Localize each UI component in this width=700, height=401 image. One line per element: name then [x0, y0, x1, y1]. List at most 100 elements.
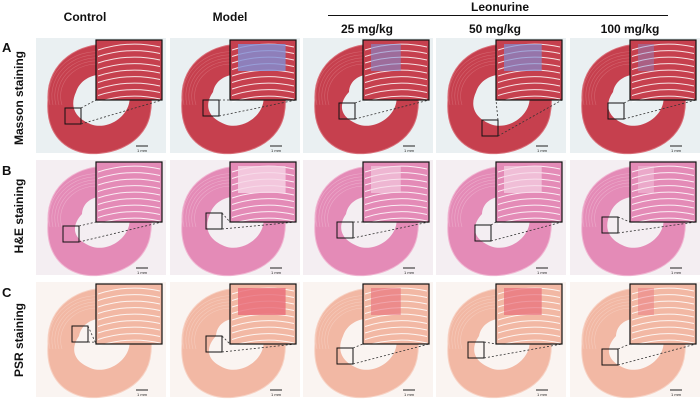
region-of-interest-box: [205, 212, 223, 230]
inset-fibre: [97, 89, 161, 96]
zoom-connector: [352, 343, 430, 365]
inset-fibre: [97, 178, 161, 186]
zoom-connector: [78, 221, 97, 227]
inset-fibre: [631, 313, 695, 321]
inset-fibre: [97, 63, 161, 70]
zoom-connector: [221, 335, 231, 345]
inset-fibrosis: [638, 288, 654, 315]
inset-fibre: [497, 211, 561, 218]
scale-bar-label: 1 mm: [137, 270, 148, 275]
inset-fibre: [97, 333, 161, 340]
scale-bar-label: 1 mm: [271, 392, 282, 397]
inset-fibre: [97, 211, 161, 218]
inset-fibre: [631, 69, 695, 77]
inset-fibre: [631, 320, 695, 327]
inset-fibre: [97, 165, 161, 173]
region-of-interest-box: [62, 225, 80, 243]
zoom-inset-frame: [229, 39, 297, 101]
zoom-inset-frame: [495, 283, 563, 345]
inset-fibre: [97, 56, 161, 64]
zoom-connector: [354, 99, 430, 120]
inset-fibre: [231, 89, 295, 96]
zoom-connector: [617, 343, 697, 366]
zoom-connector: [495, 99, 499, 121]
inset-fibre: [497, 198, 561, 205]
panel-letter-c: C: [2, 285, 12, 300]
inset-fibrosis: [238, 288, 286, 315]
histology-tile-he-model: 1 mm: [170, 160, 300, 277]
histology-tile-he-control: 1 mm: [36, 160, 166, 277]
region-of-interest-box: [336, 347, 354, 365]
inset-fibre: [631, 50, 695, 57]
zoom-inset-frame: [495, 161, 563, 223]
histology-tile-he-dose_50: 1 mm: [436, 160, 566, 277]
histology-tile-masson-dose_25: 1 mm: [303, 38, 433, 155]
row-label-he: H&E staining: [12, 178, 26, 254]
inset-fibrosis: [371, 44, 401, 71]
inset-fibre: [497, 333, 561, 340]
inset-fibre: [631, 294, 695, 301]
region-of-interest-box: [601, 216, 619, 234]
inset-fibre: [97, 43, 161, 51]
scale-bar-label: 1 mm: [537, 270, 548, 275]
inset-fibre: [497, 89, 561, 96]
inset-fibre: [231, 320, 295, 327]
column-label-model: Model: [212, 10, 248, 24]
inset-fibre: [631, 333, 695, 340]
inset-fibrosis: [638, 44, 654, 71]
inset-fibre: [231, 204, 295, 212]
inset-fibre: [97, 185, 161, 192]
inset-fibre: [97, 326, 161, 334]
inset-fibre: [97, 300, 161, 308]
inset-fibre: [631, 43, 695, 51]
inset-fibre: [497, 82, 561, 90]
column-label-25mg: 25 mg/kg: [340, 22, 394, 36]
inset-fibre: [97, 320, 161, 327]
inset-fibre: [97, 313, 161, 321]
zoom-connector: [352, 343, 364, 349]
inset-fibre: [631, 178, 695, 186]
inset-fibre: [631, 172, 695, 179]
panel-letter-b: B: [2, 163, 12, 178]
region-of-interest-box: [336, 221, 354, 239]
inset-fibre: [631, 82, 695, 90]
zoom-connector: [354, 99, 364, 104]
zoom-inset-frame: [229, 161, 297, 223]
zoom-connector: [87, 325, 97, 345]
inset-fibre: [631, 56, 695, 64]
inset-fibre: [97, 50, 161, 57]
group-label-leonurine: Leonurine: [470, 0, 530, 14]
inset-fibre: [631, 326, 695, 334]
inset-fibre: [231, 326, 295, 334]
region-of-interest-box: [481, 119, 499, 137]
zoom-connector: [221, 221, 297, 230]
inset-fibre: [631, 63, 695, 70]
zoom-inset-frame: [95, 283, 163, 345]
inset-fibre: [631, 185, 695, 192]
inset-fibre: [631, 76, 695, 83]
row-label-psr: PSR staining: [12, 302, 26, 378]
inset-fibrosis: [238, 44, 286, 71]
zoom-connector: [623, 99, 697, 120]
inset-fibre: [364, 89, 428, 96]
inset-fibre: [97, 198, 161, 205]
inset-fibre: [231, 76, 295, 83]
inset-fibrosis: [638, 166, 654, 193]
inset-fibre: [97, 204, 161, 212]
zoom-connector: [80, 99, 97, 109]
zoom-inset-frame: [362, 161, 430, 223]
histology-tile-psr-model: 1 mm: [170, 282, 300, 399]
zoom-connector: [617, 221, 697, 234]
region-of-interest-box: [601, 348, 619, 366]
histology-tile-psr-control: 1 mm: [36, 282, 166, 399]
inset-fibre: [364, 76, 428, 83]
scale-bar-label: 1 mm: [271, 270, 282, 275]
column-label-100mg: 100 mg/kg: [600, 22, 660, 36]
inset-fibre: [364, 333, 428, 340]
inset-fibre: [631, 165, 695, 173]
histology-tile-masson-dose_50: 1 mm: [436, 38, 566, 155]
scale-bar-label: 1 mm: [137, 392, 148, 397]
inset-fibre: [97, 307, 161, 314]
scale-bar-label: 1 mm: [137, 148, 148, 153]
